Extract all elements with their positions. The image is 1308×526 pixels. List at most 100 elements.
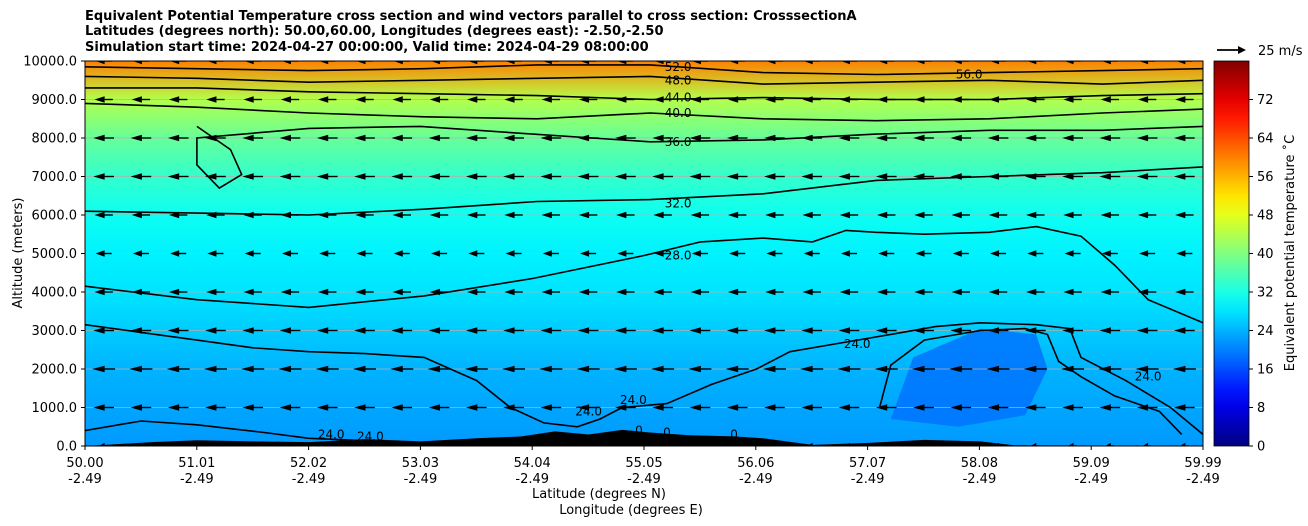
wind-vector-head — [427, 365, 441, 373]
wind-vector-head — [316, 173, 329, 180]
y-tick-label: 7000.0 — [32, 170, 78, 185]
wind-vector — [465, 173, 487, 180]
wind-vector-head — [464, 365, 478, 373]
wind-vector — [132, 61, 149, 65]
wind-vector-head — [951, 96, 962, 103]
wind-vector — [206, 211, 225, 219]
isoline-24 — [878, 327, 1183, 435]
wind-vector-head — [503, 134, 515, 142]
wind-vector — [912, 365, 935, 373]
wind-vector-head — [578, 288, 590, 296]
wind-vector-head — [94, 96, 105, 103]
wind-vector-head — [167, 173, 180, 180]
wind-vector-head — [539, 365, 552, 373]
wind-vector — [913, 134, 934, 142]
wind-vector — [576, 365, 600, 373]
x-axis-label-longitude: Longitude (degrees E) — [559, 503, 703, 518]
wind-vector — [1067, 442, 1078, 446]
wind-vector — [577, 327, 599, 334]
wind-vector-head — [691, 61, 701, 65]
wind-vector-head — [986, 365, 1000, 373]
y-tick-label: 1000.0 — [32, 401, 78, 416]
x-tick-label-lon: -2.49 — [627, 472, 661, 487]
wind-vector-head — [1137, 96, 1149, 103]
wind-vector-head — [1098, 365, 1111, 373]
wind-vector-head — [800, 365, 813, 373]
wind-vector — [429, 288, 449, 296]
wind-vector — [617, 250, 634, 257]
wind-vector-head — [354, 173, 366, 180]
wind-vector — [355, 96, 374, 103]
wind-vector — [838, 134, 860, 142]
wind-vector-head — [468, 250, 478, 257]
wind-vector — [1142, 442, 1152, 446]
wind-vector — [950, 134, 972, 142]
wind-vector — [915, 61, 932, 65]
wind-vector-head — [1176, 61, 1186, 65]
wind-vector — [1027, 250, 1044, 257]
wind-vector — [353, 365, 376, 373]
wind-vector — [987, 173, 1009, 180]
wind-vector — [1063, 288, 1082, 296]
wind-vector — [840, 61, 858, 65]
wind-vector — [1062, 327, 1083, 334]
wind-vector — [1179, 442, 1189, 446]
wind-vector-head — [914, 288, 925, 296]
wind-vector-head — [391, 173, 403, 180]
wind-vector-head — [541, 288, 552, 296]
wind-vector-head — [1174, 173, 1186, 180]
wind-vector — [1101, 61, 1118, 65]
wind-vector — [429, 211, 449, 219]
wind-vector — [951, 288, 970, 296]
wind-vector-head — [206, 96, 217, 103]
wind-vector-head — [1136, 173, 1149, 180]
wind-vector — [391, 173, 413, 180]
wind-vector — [1023, 365, 1047, 373]
y-tick-label: 10000.0 — [23, 55, 77, 70]
wind-vector-head — [950, 327, 962, 334]
wind-vector-head — [170, 61, 180, 65]
wind-vector-head — [505, 250, 515, 257]
wind-vector-head — [131, 211, 142, 219]
wind-vector — [803, 61, 820, 65]
plot-clip-group: 24.0 24.0 24.0 24.0 24.0 24.0 28.0 32.0 36.0 40.0… — [85, 60, 1203, 446]
wind-vector-head — [167, 327, 180, 334]
wind-vector-head — [279, 134, 291, 142]
isoline-32 — [85, 166, 1203, 216]
wind-vector-head — [540, 327, 552, 334]
wind-vector — [168, 211, 188, 219]
wind-vector — [578, 96, 598, 103]
wind-vector-head — [1024, 134, 1037, 142]
wind-vector — [615, 134, 636, 142]
wind-vector — [1175, 211, 1194, 219]
wind-vector-head — [1137, 211, 1149, 219]
wind-vector — [465, 134, 487, 142]
wind-vector — [207, 61, 224, 65]
contour-label: 36.0 — [665, 135, 692, 149]
wind-vector — [764, 404, 785, 411]
wind-vector-head — [915, 250, 925, 257]
wind-vector — [93, 404, 114, 411]
wind-vector — [1136, 327, 1158, 334]
wind-vector-head — [690, 211, 701, 219]
wind-vector — [167, 173, 189, 180]
wind-vector — [1174, 173, 1195, 180]
wind-vector-head — [729, 250, 739, 257]
wind-vector-head — [279, 404, 291, 411]
wind-vector — [279, 404, 301, 411]
wind-vector-head — [429, 96, 441, 103]
wind-vector — [539, 365, 563, 373]
wind-vector-head — [540, 134, 552, 142]
wind-vector-head — [913, 327, 925, 334]
contour-label: 52.0 — [665, 60, 692, 74]
wind-vector-head — [355, 288, 366, 296]
wind-vector — [131, 211, 151, 219]
wind-vector — [94, 96, 113, 103]
wind-vector — [1024, 404, 1046, 411]
wind-vector-head — [280, 96, 291, 103]
wind-vector-head — [654, 250, 664, 257]
wind-vector-head — [1174, 404, 1186, 411]
wind-vector — [130, 404, 152, 411]
wind-vector-head — [580, 250, 590, 257]
wind-vector — [281, 61, 299, 65]
